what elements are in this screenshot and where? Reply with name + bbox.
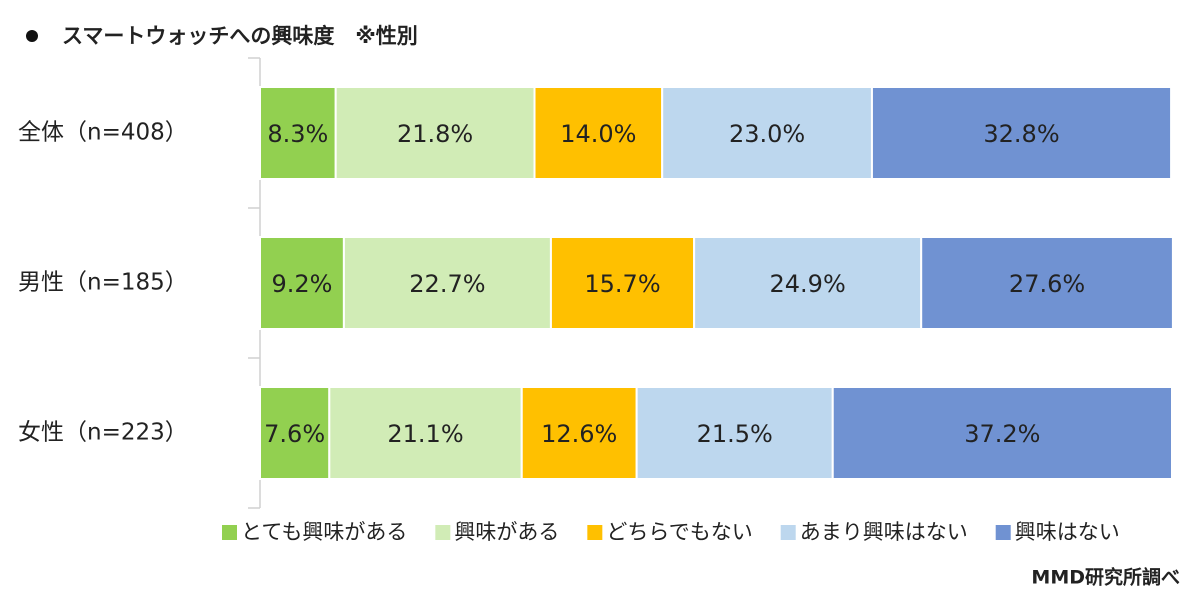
data-label: 15.7%: [584, 270, 660, 298]
data-label: 23.0%: [729, 120, 805, 148]
legend-swatch: [435, 525, 451, 540]
category-label: 全体（n=408）: [18, 120, 188, 146]
legend-label: どちらでもない: [606, 520, 752, 544]
data-label: 27.6%: [1009, 270, 1085, 298]
data-label: 8.3%: [267, 120, 328, 148]
category-label: 男性（n=185）: [18, 270, 188, 296]
data-label: 22.7%: [409, 270, 485, 298]
chart-title: スマートウォッチへの興味度 ※性別: [62, 24, 418, 48]
bar-segment: [520, 386, 638, 480]
data-label: 21.8%: [397, 120, 473, 148]
legend-swatch: [587, 525, 603, 540]
bar-segment: [259, 386, 331, 480]
data-label: 32.8%: [983, 120, 1059, 148]
bar-segment: [661, 86, 873, 180]
bar-segment: [920, 236, 1174, 330]
legend-swatch: [995, 525, 1011, 540]
bar-segment: [334, 86, 536, 180]
data-label: 37.2%: [964, 420, 1040, 448]
data-label: 7.6%: [264, 420, 325, 448]
legend-label: 興味がある: [454, 520, 559, 544]
title-bullet: [26, 30, 38, 42]
data-label: 14.0%: [560, 120, 636, 148]
data-label: 24.9%: [770, 270, 846, 298]
data-label: 21.1%: [387, 420, 463, 448]
legend-label: 興味はない: [1015, 520, 1120, 544]
legend-label: とても興味がある: [241, 520, 407, 544]
legend-swatch: [780, 525, 796, 540]
bar-segment: [533, 86, 664, 180]
legend-label: あまり興味はない: [800, 520, 968, 544]
bar-segment: [342, 236, 552, 330]
legend-swatch: [222, 525, 237, 540]
bar-segment: [870, 86, 1173, 180]
bar-segment: [831, 386, 1174, 480]
bar-segment: [259, 86, 337, 180]
category-label: 女性（n=223）: [18, 420, 188, 446]
bar-segment: [693, 236, 923, 330]
data-label: 12.6%: [541, 420, 617, 448]
source-note: MMD研究所調べ: [1031, 566, 1180, 589]
data-label: 9.2%: [271, 270, 332, 298]
data-label: 21.5%: [697, 420, 773, 448]
